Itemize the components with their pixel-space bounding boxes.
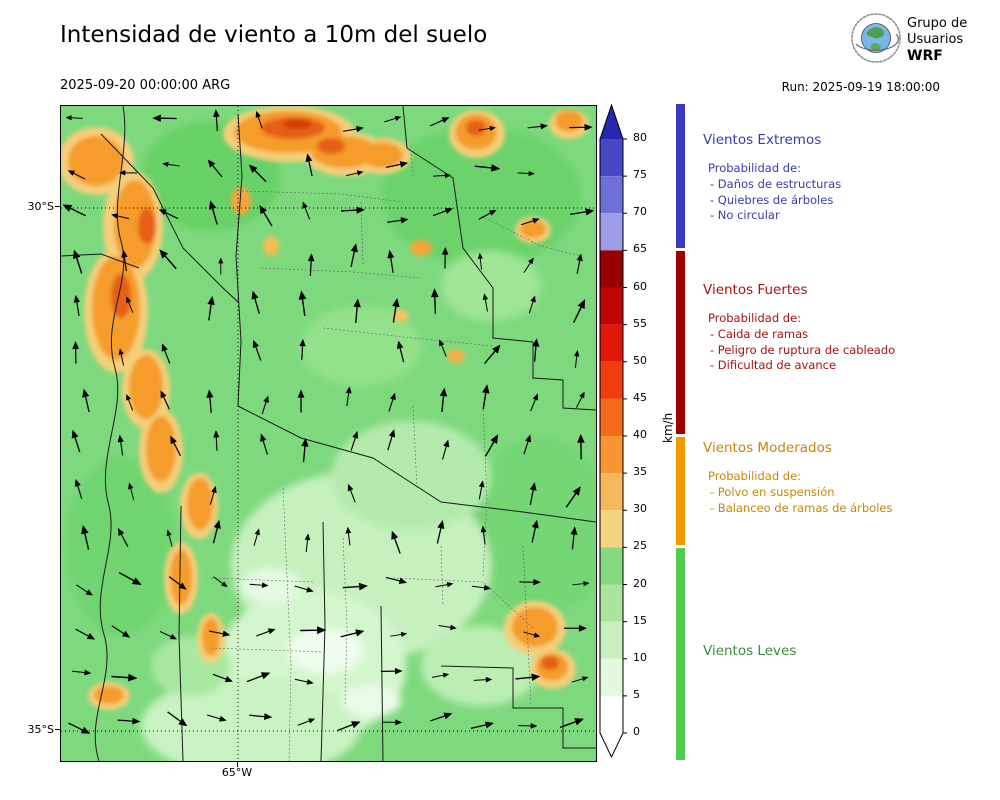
colorbar-seg-60-65 [600, 250, 623, 288]
logo-line-3: WRF [907, 48, 943, 64]
category-bar-extremos [676, 104, 685, 248]
cb-tick-15: 15 [633, 614, 647, 627]
legend-fuertes-item: - Caida de ramas [710, 327, 809, 341]
legend-extremos-item: - Quiebres de árboles [710, 192, 834, 207]
cb-tick-40: 40 [633, 428, 647, 441]
category-bar-fuertes [676, 251, 685, 434]
legend-moderados-title: Vientos Moderados [703, 440, 832, 456]
colorbar-seg-15-20 [600, 584, 623, 622]
colorbar-seg-30-35 [600, 473, 623, 511]
legend-moderados-subtitle: Probabilidad de: [708, 469, 802, 483]
colorbar-graphic [599, 103, 627, 759]
colorbar-unit-label: km/h [661, 412, 675, 443]
colorbar-under-arrow [600, 733, 623, 757]
cb-tick-80: 80 [633, 131, 647, 144]
moderate-wind-patches [61, 106, 589, 710]
cb-tick-50: 50 [633, 354, 647, 367]
legend-extremos-item: - No circular [710, 208, 780, 222]
colorbar [598, 103, 630, 767]
run-datetime: Run: 2025-09-19 18:00:00 [781, 80, 940, 94]
cb-tick-25: 25 [633, 539, 647, 552]
colorbar-seg-65-70 [600, 213, 623, 251]
legend-fuertes-item: - Dificultad de avance [710, 358, 837, 372]
legend-fuertes-title: Vientos Fuertes [703, 282, 808, 298]
cb-tick-30: 30 [633, 502, 647, 515]
globe-icon [851, 13, 901, 63]
lon-label-65w: 65°W [221, 766, 253, 779]
colorbar-seg-75-80 [600, 139, 623, 177]
category-bar-leves [676, 548, 685, 760]
legend-fuertes-subtitle: Probabilidad de: [708, 311, 802, 325]
cb-tick-0: 0 [633, 725, 640, 738]
colorbar-seg-70-75 [600, 176, 623, 214]
legend-extremos-item: - Daños de estructuras [710, 177, 842, 191]
cb-tick-70: 70 [633, 205, 647, 218]
cb-tick-60: 60 [633, 280, 647, 293]
legend-moderados: Vientos Moderados Probabilidad de: - Pol… [703, 440, 993, 516]
wind-map-plot [61, 106, 596, 761]
lat-label-35s: 35°S [27, 723, 54, 736]
wind-arrows-layer [62, 109, 595, 734]
lat-tick-35s [55, 729, 60, 730]
colorbar-seg-5-10 [600, 658, 623, 696]
wrf-globe-logo [850, 12, 902, 64]
logo-text: Grupo de Usuarios WRF [907, 16, 967, 64]
legend-leves: Vientos Leves [703, 643, 993, 672]
colorbar-seg-25-30 [600, 510, 623, 548]
cb-tick-45: 45 [633, 391, 647, 404]
legend-fuertes-item: - Peligro de ruptura de cableado [710, 342, 896, 357]
colorbar-ticks [623, 138, 627, 734]
colorbar-seg-35-40 [600, 436, 623, 474]
page-title: Intensidad de viento a 10m del suelo [60, 22, 488, 48]
lon-tick-65w [237, 762, 238, 767]
cb-tick-65: 65 [633, 242, 647, 255]
legend-moderados-item: - Polvo en suspensión [710, 485, 835, 499]
valid-datetime: 2025-09-20 00:00:00 ARG [60, 78, 231, 93]
legend-fuertes: Vientos Fuertes Probabilidad de: - Caida… [703, 282, 993, 374]
legend-extremos: Vientos Extremos Probabilidad de: - Daño… [703, 132, 993, 224]
cb-tick-5: 5 [633, 688, 640, 701]
colorbar-seg-40-45 [600, 398, 623, 437]
colorbar-seg-20-25 [600, 547, 623, 585]
colorbar-seg-55-60 [600, 287, 623, 325]
legend-moderados-item: - Balanceo de ramas de árboles [710, 500, 893, 515]
province-borders [61, 106, 596, 761]
department-borders [210, 145, 582, 761]
logo-line-2: Usuarios [907, 32, 964, 47]
category-bar-moderados [676, 437, 685, 545]
colorbar-seg-50-55 [600, 324, 623, 362]
map-area [60, 105, 597, 762]
lat-label-30s: 30°S [27, 200, 54, 213]
legend-extremos-title: Vientos Extremos [703, 132, 822, 148]
cb-tick-75: 75 [633, 168, 647, 181]
legend-leves-title: Vientos Leves [703, 643, 797, 659]
cb-tick-35: 35 [633, 465, 647, 478]
cb-tick-20: 20 [633, 577, 647, 590]
legend-extremos-subtitle: Probabilidad de: [708, 161, 802, 175]
colorbar-seg-0-5 [600, 695, 623, 734]
colorbar-seg-10-15 [600, 621, 623, 659]
cb-tick-10: 10 [633, 651, 647, 664]
cb-tick-55: 55 [633, 317, 647, 330]
logo-line-1: Grupo de [907, 16, 968, 31]
colorbar-seg-45-50 [600, 361, 623, 399]
lat-tick-30s [55, 206, 60, 207]
colorbar-over-arrow [600, 105, 623, 139]
